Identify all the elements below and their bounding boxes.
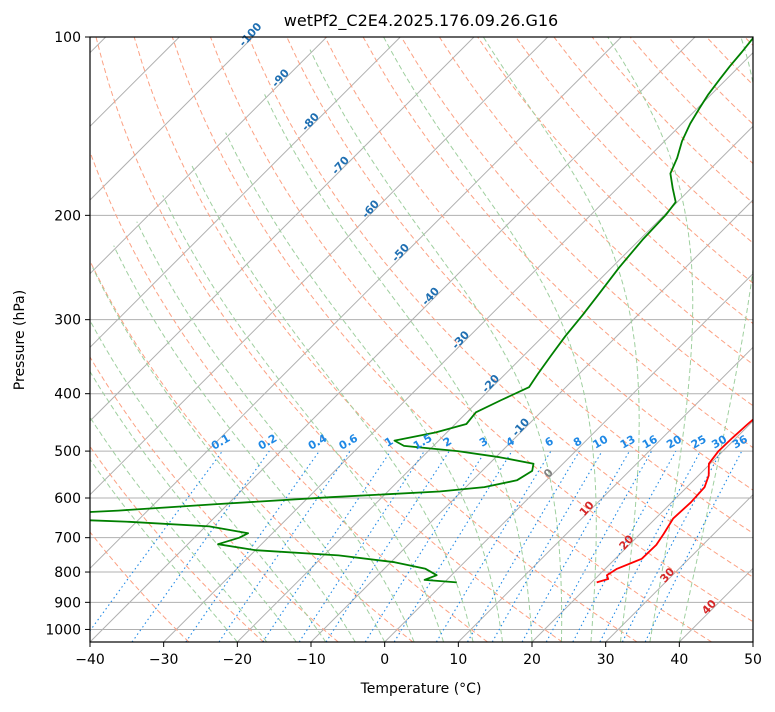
y-tick-label: 500 [54, 444, 81, 460]
y-tick-label: 400 [54, 387, 81, 403]
x-tick-label: 30 [597, 652, 615, 668]
chart-title: wetPf2_C2E4.2025.176.09.26.G16 [284, 11, 558, 31]
x-tick-label: 10 [449, 652, 467, 668]
x-tick-label: −10 [296, 652, 326, 668]
y-tick-label: 100 [54, 30, 81, 46]
y-tick-label: 1000 [45, 622, 81, 638]
x-axis-label: Temperature (°C) [360, 681, 482, 697]
x-tick-label: −20 [223, 652, 253, 668]
y-tick-label: 600 [54, 491, 81, 507]
x-tick-label: −40 [75, 652, 105, 668]
y-tick-label: 900 [54, 595, 81, 611]
y-tick-label: 300 [54, 313, 81, 329]
x-tick-label: 50 [744, 652, 762, 668]
x-tick-label: 0 [380, 652, 389, 668]
y-tick-label: 800 [54, 565, 81, 581]
x-tick-label: 40 [670, 652, 688, 668]
y-tick-label: 700 [54, 531, 81, 547]
x-tick-label: 20 [523, 652, 541, 668]
x-tick-label: −30 [149, 652, 179, 668]
y-axis-label: Pressure (hPa) [12, 290, 28, 390]
y-tick-label: 200 [54, 208, 81, 224]
